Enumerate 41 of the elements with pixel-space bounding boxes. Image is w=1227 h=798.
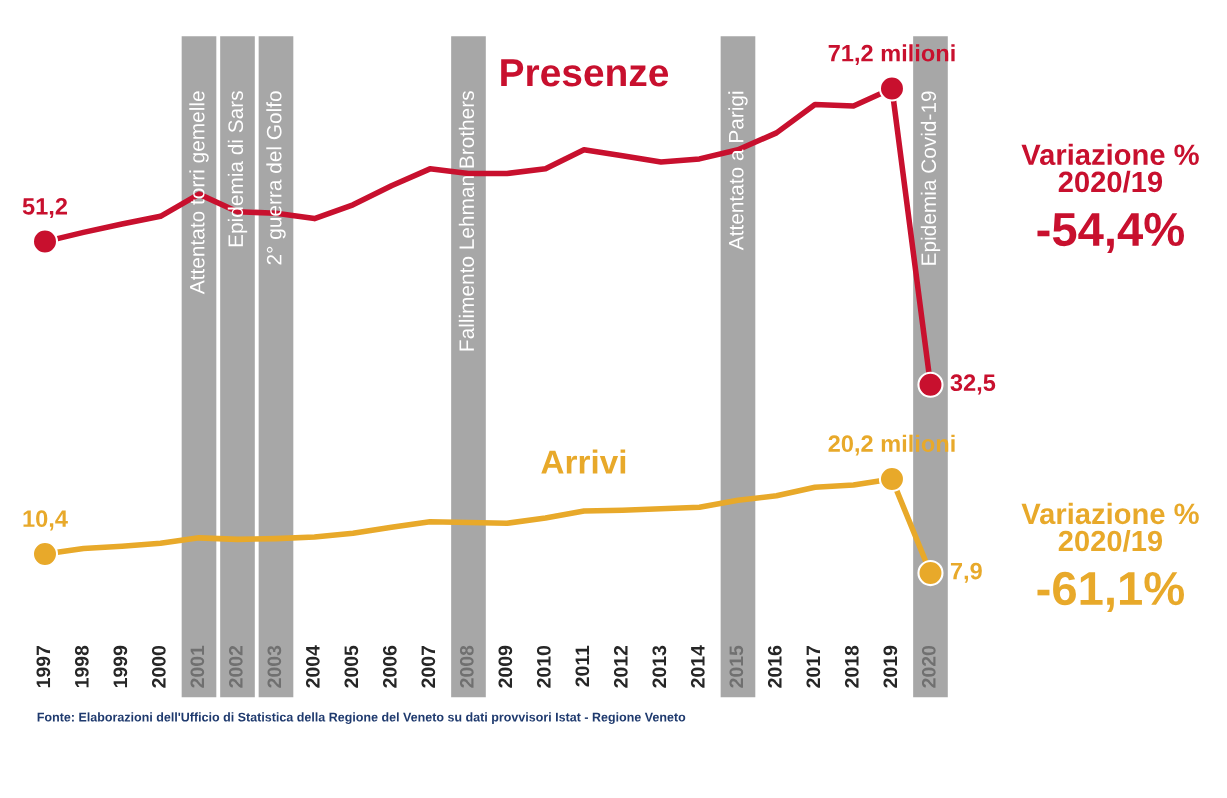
x-tick-label: 2019 [883,645,898,688]
x-tick-label: 2017 [806,645,821,688]
x-tick-label: 2018 [844,645,859,688]
source-note: Fonte: Elaborazioni dell'Ufficio di Statistica della Regione del Veneto su dati provvisori Istat - Regione Veneto [37,712,686,725]
x-tick-label: 2007 [421,645,436,688]
x-tick-label: 2000 [151,645,166,688]
x-tick-label: 2014 [690,645,705,688]
x-tick-label: 2006 [382,645,397,688]
x-tick-label: 1997 [36,645,51,688]
text: Variazione % 2020/19 -54,4% [1021,143,1199,253]
band-label: Attentato a Parigi [728,91,748,251]
data-label: 32,5 [950,374,996,395]
data-label: 10,4 [23,510,68,531]
point [878,465,906,492]
point [917,560,944,587]
series-label: Arrivi [541,449,626,474]
text: Variazione % 2020/19 -61,1% [1021,502,1199,613]
x-tick-label: 2011 [575,645,590,687]
point [31,228,59,255]
data-label: 20,2 milioni [828,434,955,456]
x-tick-label: 2004 [305,645,320,688]
x-tick-label: 2009 [498,645,513,688]
point [31,540,59,567]
x-tick-label: 2005 [344,645,359,688]
data-label: 7,9 [950,562,982,583]
point [917,371,944,398]
data-label: 71,2 milioni [828,44,955,66]
series-label: Presenze [501,59,669,87]
band-label: 2° guerra del Golfo [266,91,286,265]
band-label: Attentato torri gemelle [189,91,209,295]
x-tick-label: 2013 [652,645,667,688]
x-tick-label: 1999 [113,645,128,688]
x-tick-label: 2016 [767,645,782,688]
point [878,75,906,102]
band-label: Epidemia Covid-19 [920,91,941,265]
x-tick-label: 2010 [536,645,551,688]
x-tick-label: 2012 [613,645,628,688]
data-label: 51,2 [22,197,68,219]
band-label: Epidemia di Sars [227,91,248,247]
x-tick-label: 1998 [74,645,89,688]
band-label: Fallimento Lehman Brothers [458,91,475,351]
